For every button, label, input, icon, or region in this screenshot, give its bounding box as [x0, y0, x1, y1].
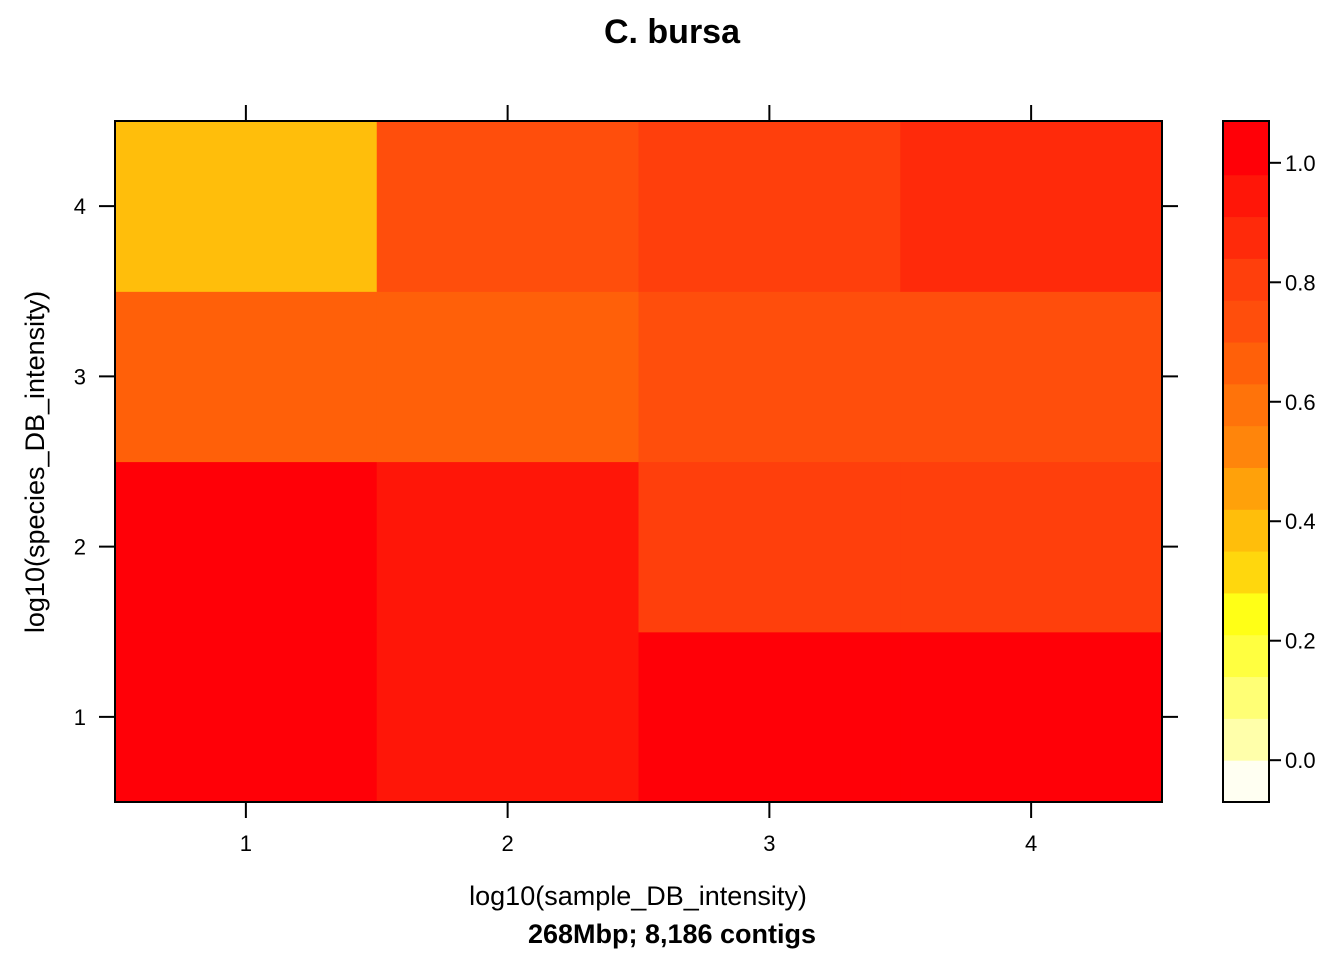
- x-tick-label: 3: [763, 831, 775, 856]
- colorbar-bin: [1223, 551, 1269, 594]
- colorbar-bin: [1223, 121, 1269, 176]
- colorbar-bin: [1223, 509, 1269, 552]
- colorbar-bin: [1223, 760, 1269, 803]
- heatmap-cell: [376, 291, 640, 463]
- colorbar-tick-label: 0.6: [1285, 390, 1316, 415]
- colorbar-tick-label: 0.2: [1285, 629, 1316, 654]
- x-tick-label: 2: [502, 831, 514, 856]
- heatmap-cell: [115, 631, 378, 803]
- plot-frame: [114, 120, 1163, 803]
- colorbar-tick-label: 0.8: [1285, 270, 1316, 295]
- heatmap-cell: [638, 631, 901, 803]
- heatmap-cell: [376, 121, 640, 292]
- y-tick-label: 2: [74, 535, 86, 560]
- colorbar-tick-label: 1.0: [1285, 151, 1316, 176]
- colorbar-bin: [1223, 425, 1269, 468]
- y-tick-label: 3: [74, 364, 86, 389]
- heatmap-cell: [638, 461, 901, 633]
- heatmap-cell: [376, 461, 640, 633]
- colorbar-bin: [1223, 676, 1269, 719]
- x-tick-label: 4: [1025, 831, 1037, 856]
- heatmap-cell: [115, 121, 378, 292]
- colorbar-bin: [1223, 342, 1269, 385]
- colorbar-bin: [1223, 216, 1269, 259]
- colorbar-bin: [1223, 467, 1269, 510]
- colorbar-bin: [1223, 383, 1269, 427]
- heatmap-cell: [115, 461, 378, 633]
- heatmap-cell: [115, 291, 378, 463]
- heatmap-cell: [900, 461, 1163, 633]
- colorbar-tick-label: 0.4: [1285, 509, 1316, 534]
- colorbar-frame: [1222, 120, 1270, 803]
- colorbar-bin: [1223, 718, 1269, 761]
- colorbar-bin: [1223, 634, 1269, 678]
- y-tick-label: 1: [74, 705, 86, 730]
- heatmap-cell: [638, 121, 901, 292]
- heatmap-cell: [900, 291, 1163, 463]
- axes: 1 2 3 4 1 2 3 4: [74, 105, 1178, 856]
- y-axis-label: log10(species_DB_intensity): [20, 291, 50, 633]
- x-tick-label: 1: [240, 831, 252, 856]
- x-axis-label: log10(sample_DB_intensity): [469, 881, 807, 911]
- colorbar-bin: [1223, 258, 1269, 301]
- colorbar-bin: [1223, 592, 1269, 636]
- y-tick-label: 4: [74, 194, 86, 219]
- colorbar-tick-label: 0.0: [1285, 748, 1316, 773]
- heatmap-cell: [900, 631, 1163, 803]
- heatmap-cell: [900, 121, 1163, 292]
- chart-title: C. bursa: [604, 13, 741, 51]
- heatmap-cells: [115, 121, 1163, 803]
- colorbar: 0.0 0.2 0.4 0.6 0.8 1.0: [1223, 121, 1316, 803]
- chart-subtitle: 268Mbp; 8,186 contigs: [528, 919, 816, 949]
- heatmap-cell: [638, 291, 901, 463]
- colorbar-bin: [1223, 174, 1269, 218]
- heatmap-cell: [376, 631, 640, 803]
- colorbar-bin: [1223, 300, 1269, 343]
